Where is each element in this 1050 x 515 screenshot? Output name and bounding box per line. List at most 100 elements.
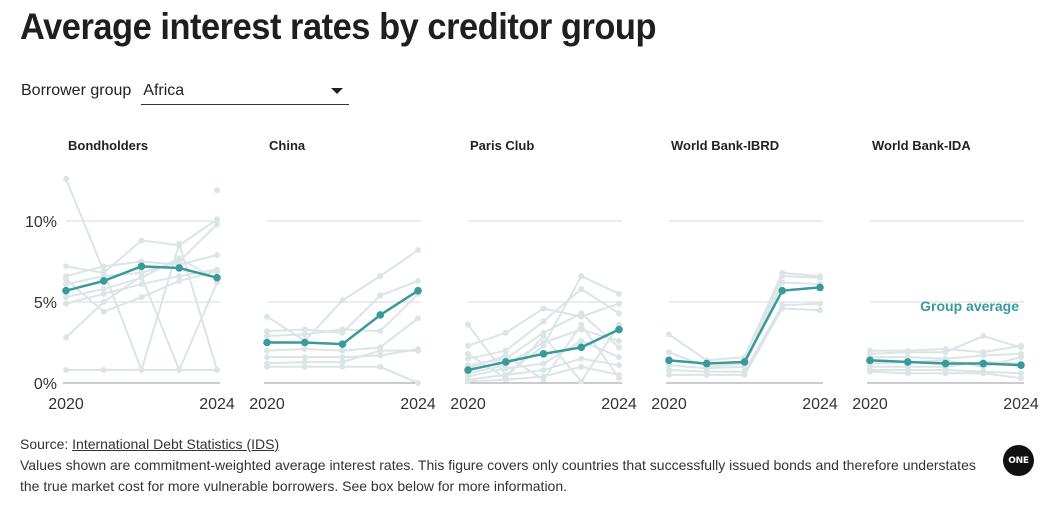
- country-point: [502, 352, 509, 359]
- country-point: [942, 370, 949, 377]
- average-point: [414, 286, 422, 295]
- average-point: [501, 358, 510, 366]
- country-point: [377, 328, 384, 335]
- country-point: [264, 354, 270, 361]
- average-point: [338, 340, 347, 348]
- average-point: [137, 262, 146, 271]
- country-point: [176, 242, 183, 249]
- group-average-annotation: Group average: [920, 298, 1019, 314]
- country-point: [616, 310, 622, 317]
- country-point: [214, 187, 220, 194]
- country-point: [339, 354, 346, 361]
- source-line: Source: International Debt Statistics (I…: [20, 434, 980, 455]
- country-point: [817, 300, 823, 307]
- average-point: [464, 366, 472, 374]
- footnote: Values shown are commitment-weighted ave…: [20, 457, 976, 494]
- select-value: Africa: [143, 81, 185, 99]
- country-point: [666, 367, 672, 374]
- country-point: [377, 292, 384, 299]
- country-point: [214, 216, 220, 223]
- country-point: [339, 297, 346, 304]
- country-point: [578, 378, 585, 385]
- country-point: [301, 345, 308, 352]
- country-point: [578, 286, 585, 293]
- chart-title: Average interest rates by creditor group: [20, 6, 657, 47]
- country-point: [264, 313, 270, 320]
- y-tick-label: 0%: [34, 376, 57, 393]
- average-point: [175, 264, 184, 272]
- country-point: [502, 329, 509, 336]
- country-point: [415, 277, 421, 284]
- country-point: [415, 315, 421, 322]
- country-point: [779, 305, 786, 312]
- country-point: [779, 273, 786, 280]
- country-line: [668, 271, 821, 362]
- country-point: [465, 378, 471, 385]
- x-tick-label: 2020: [852, 396, 888, 413]
- country-point: [176, 273, 183, 280]
- x-tick-label: 2024: [802, 396, 838, 413]
- country-point: [63, 281, 69, 288]
- small-multiples-chart: 0% 5% 10% Bondholders 2020 2024 China 2020 2024 P…: [25, 138, 1039, 413]
- x-tick-label: 2020: [450, 396, 486, 413]
- x-tick-label: 2024: [400, 396, 436, 413]
- average-point: [979, 359, 988, 368]
- x-tick-label: 2024: [601, 396, 637, 413]
- country-point: [301, 354, 308, 361]
- country-line: [266, 280, 419, 334]
- country-point: [666, 371, 672, 378]
- y-tick-label: 5%: [34, 295, 57, 312]
- country-point: [578, 321, 585, 328]
- country-point: [63, 294, 69, 301]
- country-point: [980, 333, 987, 340]
- country-point: [264, 363, 270, 370]
- country-point: [666, 349, 672, 356]
- country-point: [616, 300, 622, 307]
- country-point: [465, 355, 471, 362]
- x-tick-label: 2024: [199, 396, 235, 413]
- country-point: [339, 363, 346, 370]
- country-point: [138, 367, 145, 374]
- country-point: [100, 263, 107, 270]
- average-line: [668, 286, 821, 365]
- country-point: [415, 347, 421, 354]
- y-tick-label: 10%: [25, 214, 57, 231]
- country-point: [616, 290, 622, 297]
- average-point: [539, 350, 548, 358]
- country-point: [214, 252, 220, 259]
- average-point: [866, 356, 874, 365]
- country-point: [578, 337, 585, 344]
- source-link[interactable]: International Debt Statistics (IDS): [72, 436, 280, 452]
- chevron-down-icon: [331, 87, 344, 94]
- country-point: [214, 367, 220, 374]
- x-tick-label: 2020: [651, 396, 687, 413]
- country-point: [578, 363, 585, 370]
- country-point: [339, 347, 346, 354]
- footer: Source: International Debt Statistics (I…: [20, 434, 980, 497]
- country-point: [867, 368, 873, 375]
- country-point: [1018, 344, 1024, 351]
- country-point: [377, 347, 384, 354]
- country-point: [578, 273, 585, 280]
- country-point: [741, 371, 748, 378]
- panel-title: China: [269, 138, 306, 153]
- average-point: [740, 358, 749, 366]
- country-point: [502, 375, 509, 382]
- average-point: [376, 311, 385, 319]
- borrower-group-select[interactable]: Africa: [141, 78, 350, 105]
- country-point: [176, 367, 183, 374]
- country-point: [540, 339, 547, 346]
- country-point: [63, 300, 69, 307]
- country-point: [942, 349, 949, 356]
- country-point: [377, 363, 384, 370]
- country-point: [100, 299, 107, 305]
- country-point: [301, 363, 308, 370]
- country-point: [578, 310, 585, 317]
- country-point: [616, 362, 622, 369]
- average-point: [263, 338, 271, 347]
- country-point: [100, 367, 107, 374]
- country-point: [540, 376, 547, 383]
- x-tick-label: 2020: [249, 396, 285, 413]
- country-point: [301, 326, 308, 333]
- country-point: [980, 352, 987, 359]
